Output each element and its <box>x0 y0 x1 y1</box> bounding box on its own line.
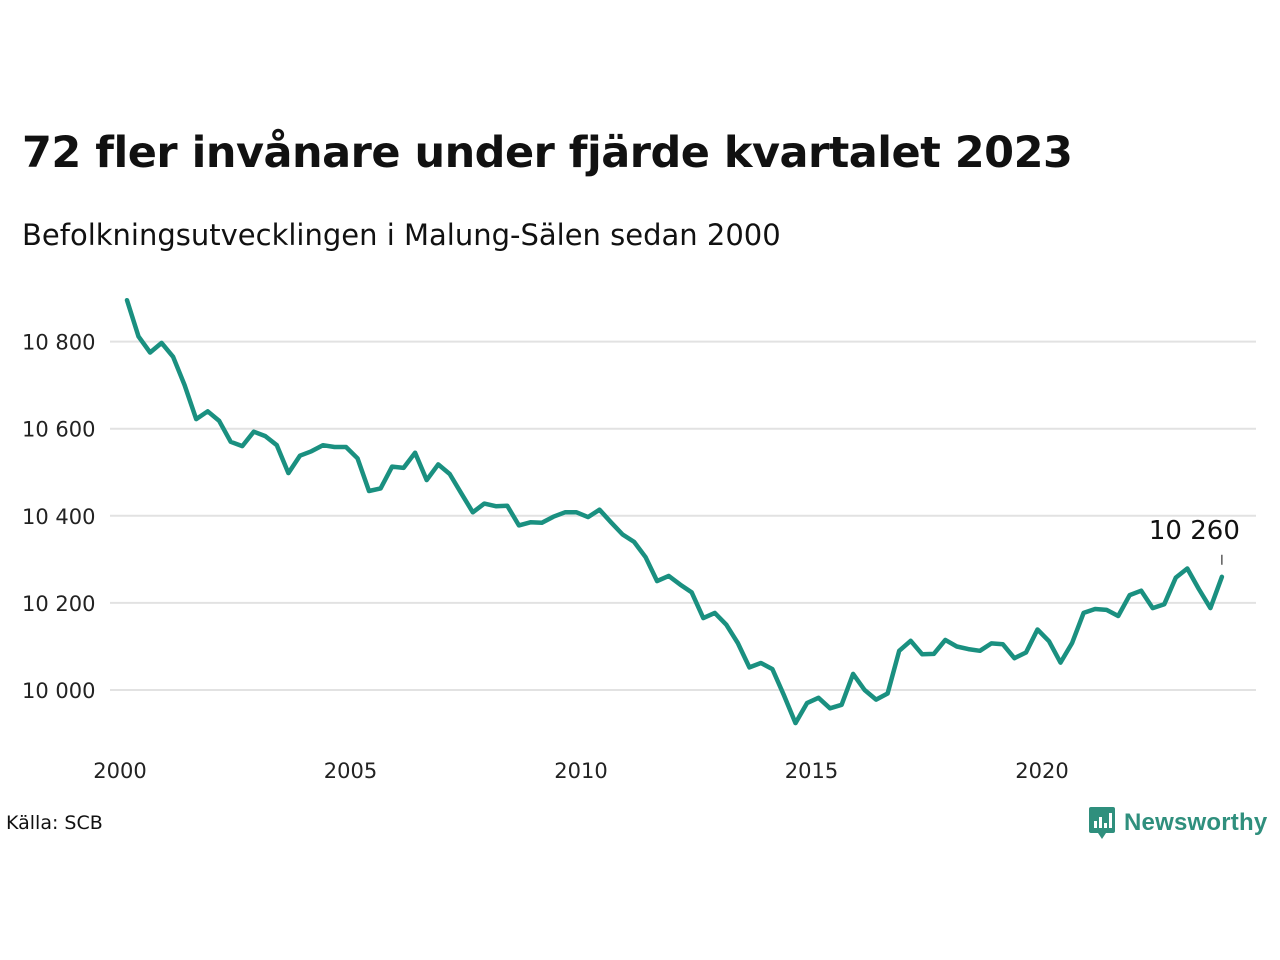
x-tick-label: 2000 <box>93 759 146 783</box>
x-tick-label: 2020 <box>1015 759 1068 783</box>
x-axis-ticks: 2000 2005 2010 2015 2020 <box>93 759 1068 783</box>
x-tick-label: 2010 <box>554 759 607 783</box>
newsworthy-logo-icon <box>1089 807 1115 839</box>
annotation-label: 10 260 <box>1149 516 1240 546</box>
x-tick-label: 2015 <box>785 759 838 783</box>
chart-subtitle: Befolkningsutvecklingen i Malung-Sälen s… <box>22 218 781 252</box>
x-tick-label: 2005 <box>324 759 377 783</box>
series-lines <box>124 297 1225 726</box>
chart-title: 72 fler invånare under fjärde kvartalet … <box>22 128 1073 178</box>
y-tick-label: 10 400 <box>22 505 95 529</box>
y-tick-label: 10 000 <box>22 679 95 703</box>
series-line <box>124 297 1225 726</box>
newsworthy-logo: Newsworthy <box>1088 805 1267 841</box>
y-axis-ticks: 10 000 10 200 10 400 10 600 10 800 <box>22 331 95 703</box>
annotations: 10 260 <box>1149 516 1240 565</box>
source-note: Källa: SCB <box>6 812 103 834</box>
y-tick-label: 10 800 <box>22 331 95 355</box>
brand-name: Newsworthy <box>1124 809 1268 836</box>
gridlines <box>110 340 1256 691</box>
y-tick-label: 10 200 <box>22 592 95 616</box>
y-tick-label: 10 600 <box>22 418 95 442</box>
